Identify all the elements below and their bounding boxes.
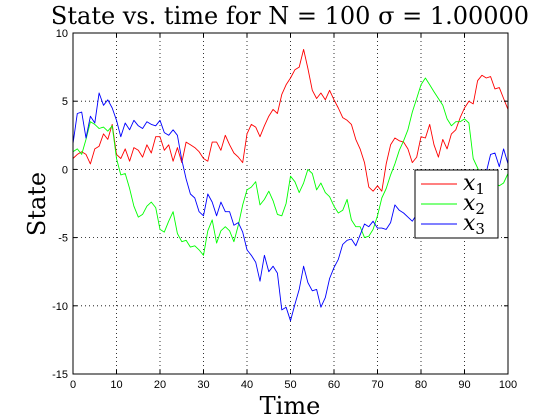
legend-label-x2: x2	[463, 191, 485, 218]
x-tick-label: 40	[241, 379, 253, 391]
axis-ticks	[72, 32, 509, 375]
y-tick-label: 10	[56, 28, 68, 40]
y-tick-label: -15	[52, 369, 68, 381]
x-tick-label: 30	[197, 379, 209, 391]
series-line-x1	[72, 48, 509, 192]
legend-label-x3: x3	[463, 211, 485, 238]
x-tick-label: 100	[499, 379, 517, 391]
x-axis-label: Time	[260, 392, 321, 420]
y-tick-label: -5	[58, 233, 68, 245]
x-tick-label: 50	[284, 379, 296, 391]
x-tick-label: 0	[70, 379, 76, 391]
x-tick-label: 10	[110, 379, 122, 391]
legend-label-x1: x1	[463, 171, 485, 198]
y-tick-label: 5	[62, 96, 68, 108]
x-tick-label: 70	[371, 379, 383, 391]
series-line-x2	[72, 77, 509, 256]
chart-title: State vs. time for N = 100 σ = 1.00000	[51, 2, 529, 30]
axis-tick-labels: 0 10 20 30 40 50 60 70 80 90 100 -15 -10 -5 0 5 10	[52, 28, 517, 391]
x-tick-label: 90	[458, 379, 470, 391]
x-tick-label: 80	[415, 379, 427, 391]
y-tick-label: 0	[62, 164, 68, 176]
gridlines	[73, 33, 508, 374]
y-axis-label: State	[23, 172, 51, 236]
x-tick-label: 20	[154, 379, 166, 391]
x-tick-label: 60	[328, 379, 340, 391]
y-tick-label: -10	[52, 301, 68, 313]
